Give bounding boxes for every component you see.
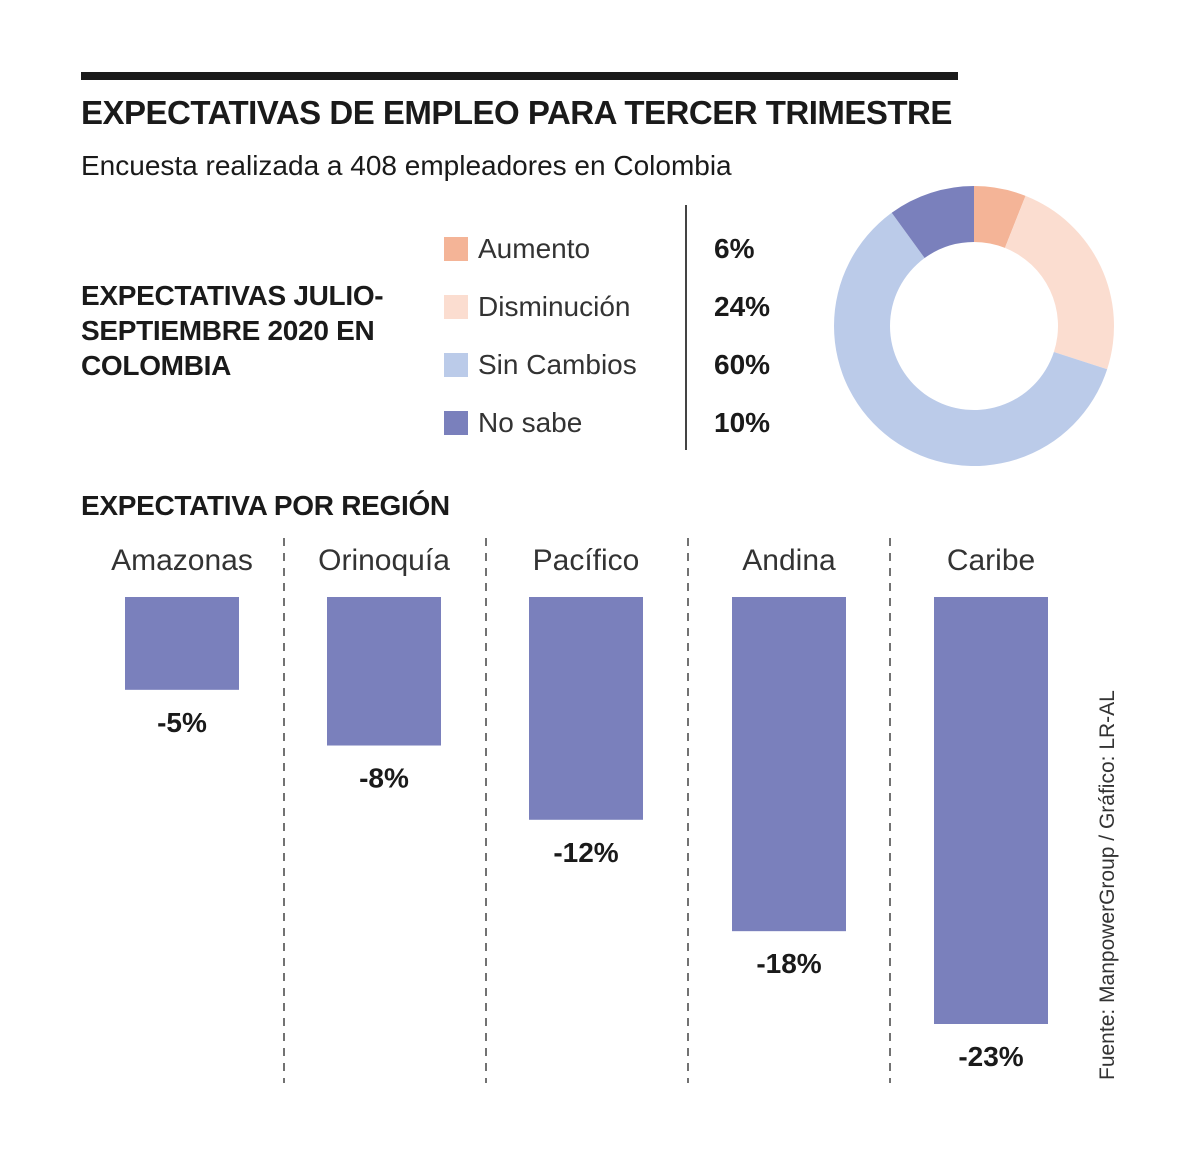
legend-label: Sin Cambios — [478, 349, 637, 380]
bar-orinoquía — [327, 597, 441, 746]
category-label: Pacífico — [533, 544, 640, 577]
legend-label: Aumento — [478, 233, 591, 264]
donut-slice-no-sabe — [891, 186, 974, 259]
category-label: Andina — [742, 544, 836, 577]
legend-item-sin-cambios: Sin Cambios — [444, 336, 694, 394]
donut-title-line: SEPTIEMBRE 2020 EN — [81, 315, 375, 346]
legend-swatch — [444, 295, 468, 319]
data-label: -18% — [756, 948, 821, 979]
bar-andina — [732, 597, 846, 932]
donut-title-line: EXPECTATIVAS JULIO- — [81, 280, 384, 311]
legend-item-disminucion: Disminución — [444, 278, 694, 336]
legend-item-aumento: Aumento — [444, 220, 694, 278]
data-label: -8% — [359, 763, 409, 794]
legend-item-no-sabe: No sabe — [444, 394, 694, 452]
donut-slice-disminución — [1004, 195, 1114, 370]
legend-value-aumento: 6% — [714, 233, 755, 264]
legend-values: 6% 24% 60% 10% — [714, 220, 770, 452]
category-label: Caribe — [947, 544, 1035, 577]
top-rule — [81, 72, 958, 80]
bar-pacífico — [529, 597, 643, 820]
legend-swatch — [444, 237, 468, 261]
legend-swatch — [444, 353, 468, 377]
donut-chart — [834, 186, 1114, 466]
legend-label: No sabe — [478, 407, 583, 438]
legend-value-sin-cambios: 60% — [714, 349, 771, 380]
legend-divider — [685, 205, 687, 450]
legend-label: Disminución — [478, 291, 631, 322]
legend: Aumento Disminución Sin Cambios No sabe — [444, 220, 694, 452]
category-label: Amazonas — [111, 544, 253, 577]
donut-title-line: COLOMBIA — [81, 350, 232, 381]
region-bar-chart: Amazonas -5% Orinoquía -8% Pacífico -12% Andin… — [111, 538, 1048, 1083]
source-credit: Fuente: ManpowerGroup / Gráfico: LR-AL — [1096, 690, 1119, 1080]
legend-swatch — [444, 411, 468, 435]
data-label: -23% — [958, 1041, 1023, 1072]
donut-slice-sin-cambios — [834, 212, 1108, 466]
donut-slice-aumento — [974, 186, 1026, 248]
data-label: -12% — [553, 837, 618, 868]
donut-chart-title: EXPECTATIVAS JULIO- SEPTIEMBRE 2020 EN C… — [81, 278, 421, 383]
category-label: Orinoquía — [318, 544, 450, 577]
page-subtitle: Encuesta realizada a 408 empleadores en … — [81, 150, 732, 181]
bar-amazonas — [125, 597, 239, 690]
legend-value-no-sabe: 10% — [714, 407, 771, 438]
bar-caribe — [934, 597, 1048, 1024]
data-label: -5% — [157, 707, 207, 738]
bar-chart-title: EXPECTATIVA POR REGIÓN — [81, 490, 450, 521]
legend-value-disminucion: 24% — [714, 291, 771, 322]
page-title: EXPECTATIVAS DE EMPLEO PARA TERCER TRIME… — [81, 94, 952, 131]
